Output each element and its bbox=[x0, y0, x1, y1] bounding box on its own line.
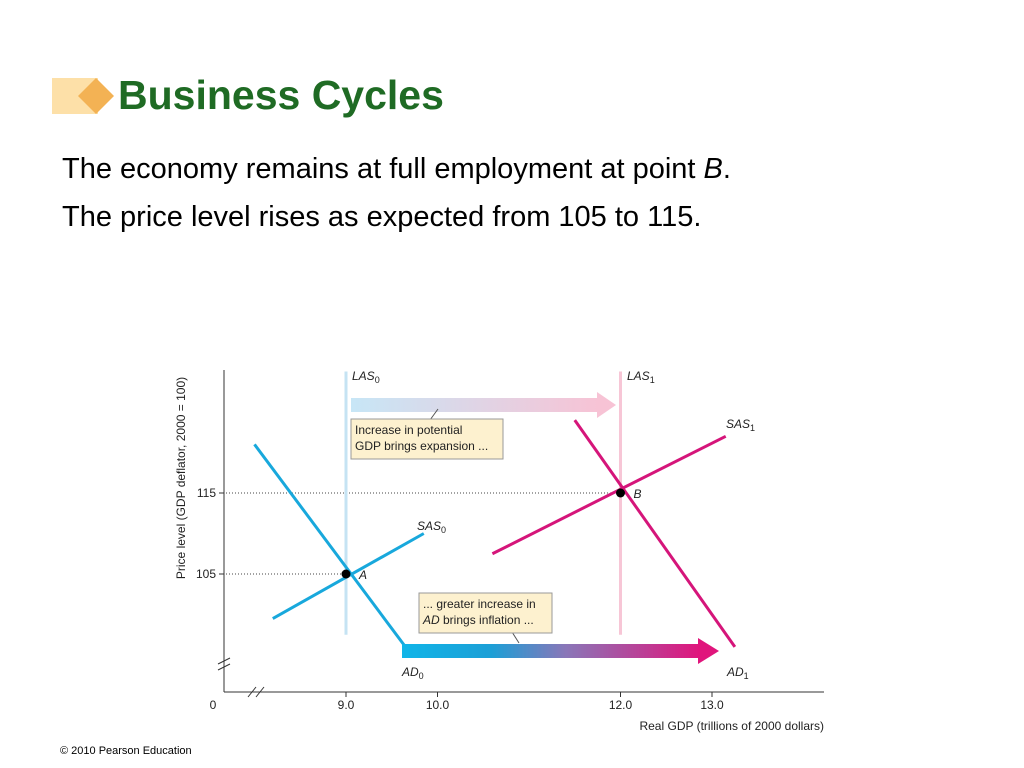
annotation-pointer-2 bbox=[511, 631, 520, 644]
y-tick-label: 105 bbox=[196, 567, 216, 581]
annotation-box-2 bbox=[418, 592, 553, 634]
x-tick-label: 9.0 bbox=[338, 698, 355, 712]
curve-label-sas-0: SAS0 bbox=[417, 519, 446, 535]
bullet-tail: . bbox=[722, 153, 731, 185]
x-tick-label: 12.0 bbox=[609, 698, 633, 712]
point-label-b: B bbox=[634, 487, 642, 501]
bullet-point-1: The economy remains at full employment a… bbox=[62, 153, 731, 186]
bullet-text: The price level rises as expected from 1… bbox=[62, 201, 702, 233]
potential-gdp-arrow bbox=[351, 392, 616, 418]
origin-label: 0 bbox=[210, 698, 217, 712]
y-tick-label: 115 bbox=[197, 486, 216, 500]
annotation-box-1 bbox=[350, 418, 504, 460]
curve-label-las-0: LAS0 bbox=[352, 369, 380, 385]
bullet-point-2: The price level rises as expected from 1… bbox=[62, 201, 701, 234]
annotation-1-line-1: Increase in potential bbox=[355, 423, 462, 437]
point-b bbox=[616, 488, 625, 498]
y-axis-label: Price level (GDP deflator, 2000 = 100) bbox=[174, 377, 188, 579]
x-axis-break bbox=[247, 686, 265, 698]
slide-title: Business Cycles bbox=[118, 72, 444, 118]
annotation-pointer-1 bbox=[429, 408, 439, 421]
x-tick-label: 10.0 bbox=[426, 698, 450, 712]
curve-ad-1 bbox=[573, 419, 737, 648]
annotation-2-line-1: ... greater increase in bbox=[423, 597, 536, 611]
ad-increase-arrow bbox=[402, 638, 719, 664]
curve-ad-0 bbox=[253, 443, 407, 648]
bullet-emphasis: B bbox=[703, 153, 723, 185]
bullet-text: The economy remains at full employment a… bbox=[62, 153, 704, 185]
title-decoration-diamond bbox=[78, 78, 114, 114]
point-label-a: A bbox=[358, 568, 367, 582]
curve-label-ad-0: AD0 bbox=[401, 665, 424, 681]
x-tick-label: 13.0 bbox=[700, 698, 724, 712]
curve-label-sas-1: SAS1 bbox=[726, 417, 755, 433]
y-axis-break bbox=[217, 657, 231, 671]
x-axis-label: Real GDP (trillions of 2000 dollars) bbox=[639, 719, 824, 733]
curve-label-ad-1: AD1 bbox=[726, 665, 749, 681]
curve-sas-1 bbox=[491, 434, 727, 556]
copyright-footer: © 2010 Pearson Education bbox=[60, 745, 192, 757]
curve-label-las-1: LAS1 bbox=[627, 369, 655, 385]
annotation-2-line-2: AD brings inflation ... bbox=[422, 613, 534, 627]
point-a bbox=[341, 569, 351, 579]
annotation-1-line-2: GDP brings expansion ... bbox=[355, 439, 488, 453]
